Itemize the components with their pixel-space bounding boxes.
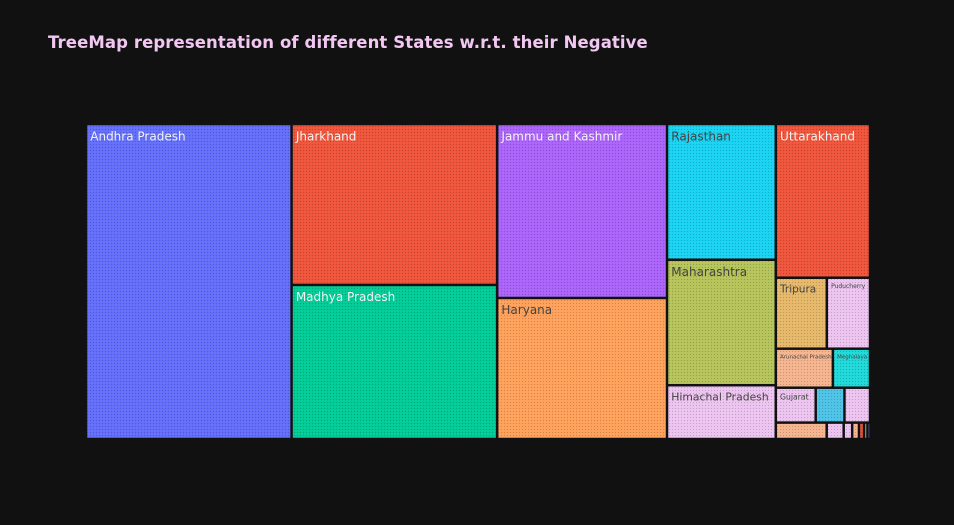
tile-puducherry-label: Puducherry — [831, 283, 866, 290]
tile-arunachal-pradesh[interactable]: Arunachal Pradesh — [777, 349, 832, 387]
tile-tripura-texture — [777, 278, 826, 348]
tile-meghalaya-texture — [834, 349, 869, 387]
tile-unlabeled-17[interactable] — [827, 423, 843, 438]
tile-meghalaya-label: Meghalaya — [837, 354, 867, 360]
tile-unlabeled-17-texture — [827, 423, 843, 438]
tile-unlabeled-14[interactable] — [816, 388, 844, 422]
tile-unlabeled-16-texture — [777, 423, 826, 438]
tile-himachal-pradesh-texture — [668, 386, 775, 438]
tile-uttarakhand-texture — [777, 125, 869, 277]
tile-haryana-label: Haryana — [501, 303, 552, 317]
tile-tripura[interactable]: Tripura — [777, 278, 826, 348]
tile-unlabeled-18-texture — [844, 423, 851, 438]
tile-unlabeled-19[interactable] — [853, 423, 858, 438]
tile-unlabeled-15[interactable] — [845, 388, 869, 422]
tile-unlabeled-22-texture — [868, 423, 870, 438]
tile-rajasthan-texture — [668, 125, 775, 259]
tile-uttarakhand[interactable]: Uttarakhand — [777, 125, 869, 277]
tile-madhya-pradesh-texture — [292, 286, 496, 438]
tile-arunachal-pradesh-label: Arunachal Pradesh — [780, 354, 832, 360]
tile-madhya-pradesh[interactable]: Madhya Pradesh — [292, 286, 496, 438]
tile-andhra-pradesh[interactable]: Andhra Pradesh — [87, 125, 291, 438]
chart-title: TreeMap representation of different Stat… — [48, 33, 648, 52]
tile-jammu-and-kashmir[interactable]: Jammu and Kashmir — [498, 125, 666, 297]
tile-unlabeled-21[interactable] — [865, 423, 867, 438]
tile-haryana[interactable]: Haryana — [498, 299, 666, 438]
tile-arunachal-pradesh-texture — [777, 349, 832, 387]
tile-unlabeled-14-texture — [816, 388, 844, 422]
tile-jammu-and-kashmir-texture — [498, 125, 666, 297]
tile-unlabeled-18[interactable] — [844, 423, 851, 438]
tile-puducherry-texture — [828, 278, 869, 348]
tile-haryana-texture — [498, 299, 666, 438]
tile-gujarat[interactable]: Gujarat — [777, 388, 815, 422]
tile-himachal-pradesh[interactable]: Himachal Pradesh — [668, 386, 775, 438]
tile-jharkhand-label: Jharkhand — [295, 129, 357, 143]
tile-meghalaya[interactable]: Meghalaya — [834, 349, 869, 387]
tile-unlabeled-15-texture — [845, 388, 869, 422]
tile-unlabeled-19-texture — [853, 423, 858, 438]
tile-unlabeled-16[interactable] — [777, 423, 826, 438]
tile-unlabeled-21-texture — [865, 423, 867, 438]
tile-rajasthan[interactable]: Rajasthan — [668, 125, 775, 259]
tile-gujarat-texture — [777, 388, 815, 422]
treemap-tiles: Andhra Pradesh Jharkhand Madhya Pradesh Jam… — [87, 125, 870, 438]
tile-tripura-label: Tripura — [779, 283, 816, 295]
tile-jharkhand-texture — [292, 125, 496, 284]
tile-unlabeled-20-texture — [860, 423, 863, 438]
tile-maharashtra[interactable]: Maharashtra — [668, 260, 775, 384]
tile-puducherry[interactable]: Puducherry — [828, 278, 869, 348]
tile-rajasthan-label: Rajasthan — [671, 129, 731, 143]
tile-andhra-pradesh-texture — [87, 125, 291, 438]
tile-andhra-pradesh-label: Andhra Pradesh — [90, 129, 185, 143]
tile-jammu-and-kashmir-label: Jammu and Kashmir — [500, 129, 622, 143]
tile-gujarat-label: Gujarat — [780, 393, 809, 402]
tile-unlabeled-22[interactable] — [868, 423, 870, 438]
tile-unlabeled-20[interactable] — [860, 423, 863, 438]
tile-maharashtra-texture — [668, 260, 775, 384]
tile-uttarakhand-label: Uttarakhand — [780, 129, 855, 143]
tile-maharashtra-label: Maharashtra — [671, 265, 747, 279]
tile-jharkhand[interactable]: Jharkhand — [292, 125, 496, 284]
tile-himachal-pradesh-label: Himachal Pradesh — [671, 390, 768, 403]
tile-madhya-pradesh-label: Madhya Pradesh — [296, 290, 395, 304]
